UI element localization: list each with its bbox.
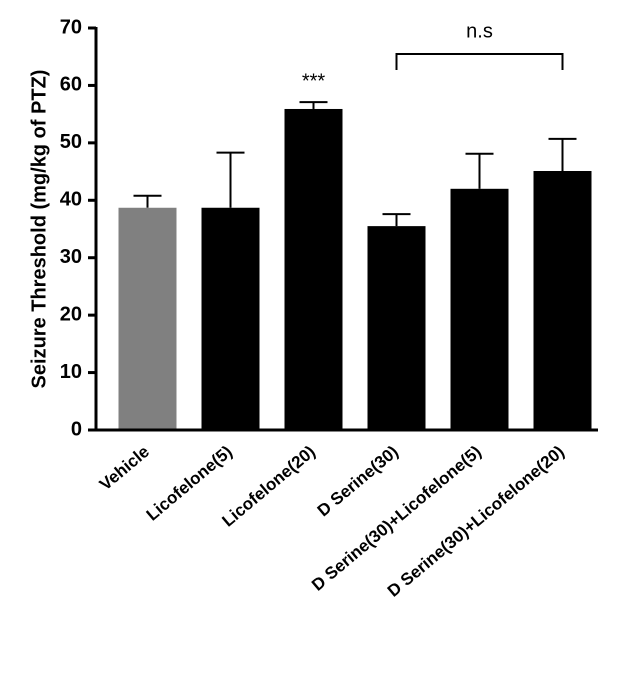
bar [201,207,260,430]
y-axis-label: Seizure Threshold (mg/kg of PTZ) [28,70,50,389]
x-tick-label: D Serine(30)+Licofelone(20) [384,442,568,601]
significance-label: *** [302,70,326,92]
bar [533,170,592,431]
y-tick-label: 50 [60,131,82,153]
y-tick-label: 30 [60,246,82,268]
y-tick-label: 0 [71,418,82,440]
ns-label: n.s [466,20,493,42]
x-tick-label: Vehicle [96,442,153,494]
bar [450,188,509,430]
y-tick-label: 40 [60,189,82,211]
bar [367,226,426,430]
y-tick-label: 60 [60,74,82,96]
y-tick-label: 70 [60,16,82,38]
x-tick-label: D Serine(30) [314,442,402,520]
bar [284,108,343,430]
y-tick-label: 20 [60,303,82,325]
bracket [395,53,564,70]
bar [118,207,177,430]
x-tick-label: D Serine(30)+Licofelone(5) [308,442,485,595]
y-tick-label: 10 [60,361,82,383]
